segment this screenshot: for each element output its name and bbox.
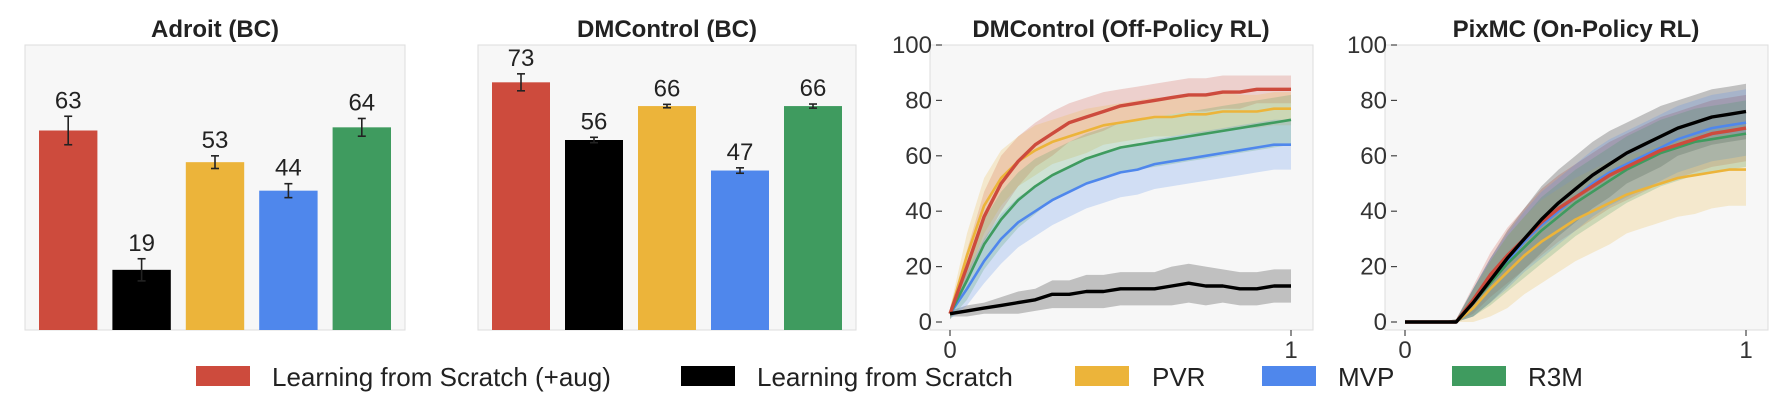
data-label: 56: [581, 108, 608, 135]
series-band: [1405, 100, 1746, 323]
y-tick-label: 80: [1360, 87, 1387, 114]
legend-swatch: [196, 366, 250, 386]
y-tick-label: 20: [905, 254, 932, 281]
y-tick-label: 20: [1360, 254, 1387, 281]
legend-label: R3M: [1528, 362, 1583, 392]
data-label: 66: [800, 75, 827, 102]
panel-pixmc-onpolicy: PixMC (On-Policy RL) 0 20 40 60 80 100 0 1: [1347, 16, 1769, 364]
legend: Learning from Scratch (+aug) Learning fr…: [196, 362, 1583, 392]
panel-title: DMControl (BC): [577, 16, 757, 43]
bar: [711, 170, 769, 330]
y-tick-label: 0: [1374, 309, 1387, 336]
bar: [492, 82, 550, 330]
y-tick-label: 40: [905, 198, 932, 225]
data-label: 63: [55, 87, 82, 114]
y-tick-label: 40: [1360, 198, 1387, 225]
y-tick-label: 60: [905, 143, 932, 170]
series-band: [950, 94, 1291, 320]
legend-label: Learning from Scratch (+aug): [272, 362, 611, 392]
bar: [784, 106, 842, 330]
data-label: 66: [654, 75, 681, 102]
bar: [39, 130, 98, 330]
legend-swatch: [1452, 366, 1506, 386]
y-tick-label: 60: [1360, 143, 1387, 170]
y-tick-label: 100: [892, 32, 932, 59]
x-tick-label: 0: [1398, 337, 1411, 364]
series-line: [948, 87, 1291, 315]
data-label: 73: [508, 45, 535, 72]
panel-dmcontrol-offpolicy: DMControl (Off-Policy RL) 0 20 40 60 80 100 0 1: [892, 16, 1314, 364]
panel-dmcontrol-bc: DMControl (BC) 73 56 66 47 66: [477, 16, 857, 331]
data-label: 44: [275, 155, 302, 182]
y-tick-label: 0: [919, 309, 932, 336]
legend-label: PVR: [1152, 362, 1205, 392]
legend-swatch: [1262, 366, 1316, 386]
panel-adroit-bc: Adroit (BC) 63 19 53 44 64: [24, 16, 406, 331]
x-tick-label: 1: [1284, 337, 1297, 364]
series-line: [948, 143, 1291, 315]
panel-title: DMControl (Off-Policy RL): [972, 16, 1269, 43]
bar: [332, 127, 391, 330]
x-tick-label: 0: [943, 337, 956, 364]
legend-swatch: [1075, 366, 1129, 386]
series-line: [948, 107, 1291, 315]
panel-title: Adroit (BC): [151, 16, 279, 43]
y-tick-label: 100: [1347, 32, 1387, 59]
series-line: [948, 118, 1292, 315]
data-label: 47: [727, 139, 754, 166]
legend-label: Learning from Scratch: [757, 362, 1013, 392]
legend-label: MVP: [1338, 362, 1394, 392]
series-band: [950, 119, 1291, 320]
series-line: [1405, 109, 1747, 324]
series-line: [949, 281, 1291, 316]
data-label: 64: [348, 89, 375, 116]
data-label: 53: [202, 127, 229, 154]
y-tick-label: 80: [905, 87, 932, 114]
bar: [259, 190, 318, 330]
bar: [638, 106, 696, 330]
bar: [565, 140, 623, 330]
panel-title: PixMC (On-Policy RL): [1453, 16, 1700, 43]
x-tick-label: 1: [1739, 337, 1752, 364]
legend-swatch: [681, 366, 735, 386]
data-label: 19: [128, 230, 155, 257]
bar: [185, 162, 245, 330]
series-band: [950, 75, 1291, 320]
